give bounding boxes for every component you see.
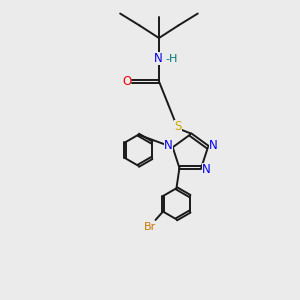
Text: N: N bbox=[209, 139, 218, 152]
Text: O: O bbox=[122, 75, 131, 88]
Text: N: N bbox=[202, 163, 211, 176]
Text: N: N bbox=[164, 139, 172, 152]
Text: N: N bbox=[154, 52, 163, 65]
Text: S: S bbox=[174, 120, 182, 133]
Text: Br: Br bbox=[143, 222, 156, 232]
Text: -H: -H bbox=[165, 54, 178, 64]
